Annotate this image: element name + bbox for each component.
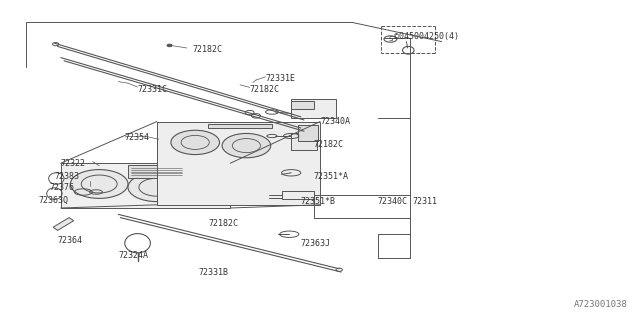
Text: 72363J: 72363J [301, 239, 331, 248]
Text: 72182C: 72182C [208, 220, 238, 228]
Circle shape [222, 133, 271, 158]
Circle shape [70, 170, 128, 198]
Text: 72311: 72311 [413, 197, 438, 206]
Text: 72340C: 72340C [378, 197, 408, 206]
Text: 72363Q: 72363Q [38, 196, 68, 204]
Text: 72364: 72364 [58, 236, 83, 245]
Bar [128, 165, 186, 178]
Circle shape [171, 130, 220, 155]
Bar [291, 133, 317, 150]
Polygon shape [53, 218, 74, 230]
Circle shape [167, 44, 172, 47]
Bar [291, 101, 314, 109]
Text: S: S [388, 36, 392, 42]
Text: 72331C: 72331C [138, 85, 168, 94]
Text: 72182C: 72182C [192, 45, 222, 54]
Text: 72354: 72354 [125, 133, 150, 142]
Bar [208, 124, 272, 128]
Text: 72351*B: 72351*B [301, 197, 336, 206]
Polygon shape [61, 163, 230, 208]
Text: 72340A: 72340A [320, 117, 350, 126]
Text: ©045004250(4): ©045004250(4) [394, 32, 459, 41]
Text: 72324A: 72324A [118, 252, 148, 260]
Text: 72331B: 72331B [198, 268, 228, 277]
Circle shape [200, 185, 223, 196]
Polygon shape [157, 122, 320, 205]
Text: A723001038: A723001038 [573, 300, 627, 309]
Text: 72331E: 72331E [266, 74, 296, 83]
Text: 72322: 72322 [61, 159, 86, 168]
Text: 72182C: 72182C [314, 140, 344, 148]
Bar [298, 125, 318, 141]
Text: 72376: 72376 [50, 183, 75, 192]
Text: 72351*A: 72351*A [314, 172, 349, 180]
Text: 72383: 72383 [54, 172, 79, 180]
Bar [291, 99, 336, 118]
Circle shape [128, 173, 186, 202]
Bar [282, 191, 314, 199]
Text: 72182C: 72182C [250, 85, 280, 94]
